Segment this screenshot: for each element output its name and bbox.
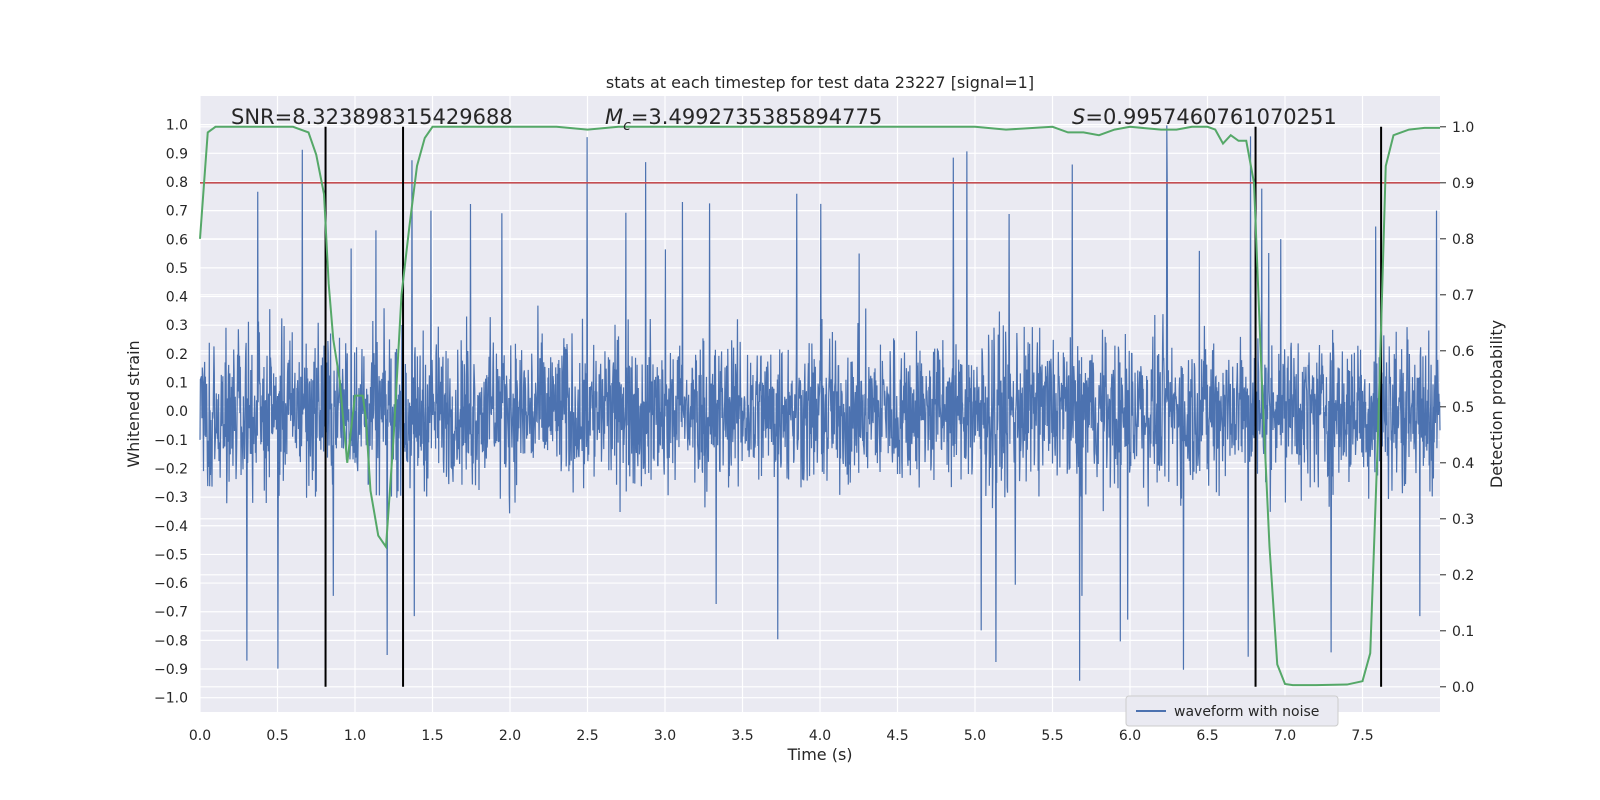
x-tick-label: 1.5 — [421, 728, 443, 744]
x-tick-label: 6.0 — [1119, 728, 1141, 744]
x-tick-label: 4.0 — [809, 728, 831, 744]
y-tick-label: 1.0 — [166, 118, 188, 134]
y2-tick-label: 0.3 — [1452, 512, 1474, 528]
y-tick-label: 0.1 — [166, 376, 188, 392]
legend-box — [1125, 695, 1339, 727]
y-axis-label: Whitened strain — [124, 340, 143, 467]
probability-line — [199, 125, 1440, 687]
y2-tick-label: 0.6 — [1452, 344, 1474, 360]
y-tick-label: −0.5 — [154, 547, 188, 563]
y-tick-label: 0.9 — [166, 146, 188, 162]
y-tick-label: −0.3 — [154, 490, 188, 506]
score-annotation: S=0.9957460761070251 — [1072, 105, 1337, 129]
score-value: =0.9957460761070251 — [1085, 105, 1336, 129]
y2-tick-label: 0.8 — [1452, 232, 1474, 248]
y-tick-label: −0.9 — [154, 662, 188, 678]
y-tick-label: −0.7 — [154, 605, 188, 621]
right-axis-ticks: 1.0 0.9 0.8 0.7 0.6 0.5 0.4 0.3 0.2 0.1 0.0 — [1440, 120, 1474, 696]
y-tick-label: 0.5 — [166, 261, 188, 277]
legend-label: waveform with noise — [1174, 704, 1319, 720]
x-tick-label: 7.5 — [1351, 728, 1373, 744]
snr-annotation: SNR=8.323898315429688 — [231, 105, 513, 129]
probability-series — [199, 125, 1440, 687]
x-axis-ticks: 0.0 0.5 1.0 1.5 2.0 2.5 3.0 3.5 4.0 4.5 5.0 5.5 6.0 6… — [189, 728, 1374, 744]
y-tick-label: −0.6 — [154, 576, 188, 592]
y-tick-label: 0.4 — [166, 290, 188, 306]
chirp-mass-annotation: Mc=3.4992735385894775 — [605, 105, 882, 134]
waveform-series — [199, 125, 1441, 681]
y-tick-label: −0.8 — [154, 633, 188, 649]
y2-axis-label: Detection probability — [1487, 320, 1506, 488]
y-tick-label: 0.2 — [166, 347, 188, 363]
chirp-mass-subscript: c — [623, 118, 631, 134]
y-tick-label: −0.1 — [154, 433, 188, 449]
x-tick-label: 1.0 — [344, 728, 366, 744]
vertical-markers — [324, 126, 1383, 687]
x-tick-label: 2.5 — [576, 728, 598, 744]
y2-tick-label: 0.5 — [1452, 400, 1474, 416]
y-tick-label: 0.0 — [166, 404, 188, 420]
y-tick-label: −1.0 — [154, 691, 188, 707]
y-tick-label: 0.7 — [166, 204, 188, 220]
x-tick-label: 3.0 — [654, 728, 676, 744]
y2-tick-label: 0.7 — [1452, 288, 1474, 304]
chirp-mass-symbol: M — [605, 105, 623, 129]
x-tick-label: 5.5 — [1041, 728, 1063, 744]
x-tick-label: 5.0 — [964, 728, 986, 744]
waveform-line — [199, 125, 1441, 681]
x-tick-label: 0.5 — [266, 728, 288, 744]
x-tick-label: 3.5 — [731, 728, 753, 744]
y-tick-label: −0.4 — [154, 519, 188, 535]
y-tick-label: −0.2 — [154, 461, 188, 477]
y2-tick-label: 0.1 — [1452, 624, 1474, 640]
y-tick-label: 0.8 — [166, 175, 188, 191]
y-tick-label: 0.3 — [166, 318, 188, 334]
y2-tick-label: 0.9 — [1452, 176, 1474, 192]
x-tick-label: 0.0 — [189, 728, 211, 744]
y2-tick-label: 0.2 — [1452, 568, 1474, 584]
x-tick-label: 7.0 — [1274, 728, 1296, 744]
x-tick-label: 6.5 — [1196, 728, 1218, 744]
legend: waveform with noise — [1125, 695, 1339, 727]
chart-title: stats at each timestep for test data 232… — [606, 73, 1034, 92]
y2-tick-label: 0.0 — [1452, 680, 1474, 696]
score-symbol: S — [1072, 105, 1085, 129]
x-axis-label: Time (s) — [786, 745, 852, 764]
x-tick-label: 4.5 — [886, 728, 908, 744]
y-tick-label: 0.6 — [166, 232, 188, 248]
x-tick-label: 2.0 — [499, 728, 521, 744]
y2-tick-label: 1.0 — [1452, 120, 1474, 136]
chirp-mass-value: =3.4992735385894775 — [631, 105, 882, 129]
y2-tick-label: 0.4 — [1452, 456, 1474, 472]
grid — [199, 96, 1440, 712]
left-axis-ticks: 1.0 0.9 0.8 0.7 0.6 0.5 0.4 0.3 0.2 0.1 0.0 −0.1 −0.… — [154, 118, 188, 707]
